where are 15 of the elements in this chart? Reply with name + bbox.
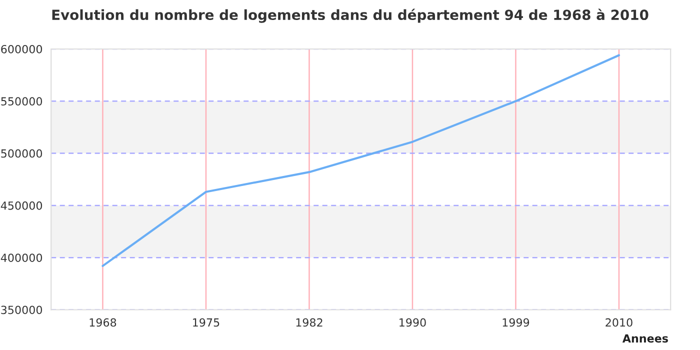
- x-tick-label: 2010: [606, 318, 632, 327]
- x-tick-label: 1968: [90, 318, 116, 327]
- chart-title: Evolution du nombre de logements dans du département 94 de 1968 à 2010: [52, 8, 648, 23]
- x-tick-label: 1975: [193, 318, 220, 327]
- y-tick-label: 550000: [1, 97, 42, 106]
- y-tick-label: 400000: [0, 254, 42, 262]
- x-tick-label: 1982: [296, 318, 322, 327]
- x-tick-label: 1999: [502, 318, 530, 327]
- x-tick-label: 1990: [400, 318, 426, 327]
- y-tick-label: 450000: [0, 201, 42, 210]
- x-axis-title: Annees: [622, 334, 668, 343]
- y-tick-label: 500000: [1, 149, 42, 158]
- y-tick-label: 600000: [1, 44, 42, 54]
- line-series: [102, 54, 620, 267]
- y-tick-label: 350000: [1, 306, 42, 314]
